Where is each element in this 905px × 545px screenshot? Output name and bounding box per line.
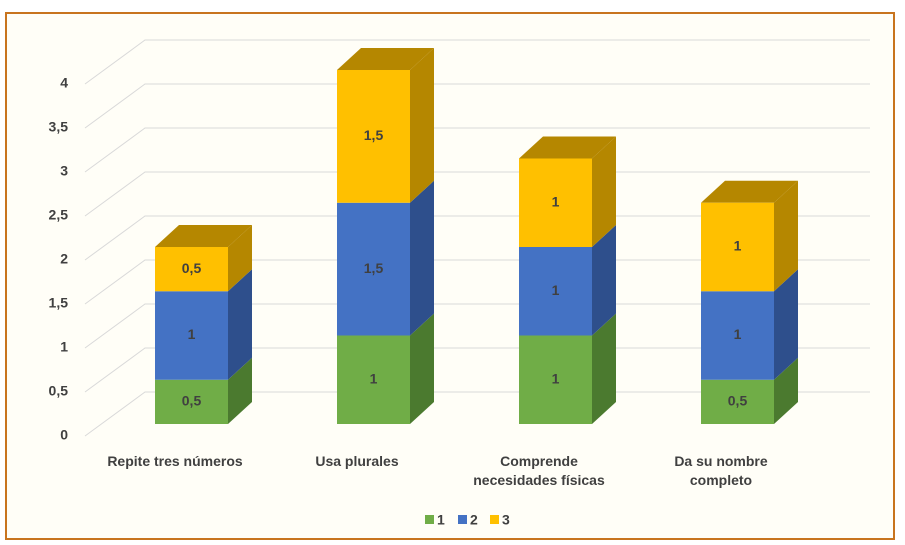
- data-label: 1: [552, 282, 560, 298]
- bar-side: [592, 225, 616, 336]
- bar: [701, 291, 774, 380]
- bar: [337, 335, 410, 424]
- bar-top: [701, 180, 798, 203]
- bar-side: [774, 180, 798, 292]
- y-tick-label: 0,5: [49, 383, 69, 399]
- bar-side: [228, 357, 252, 424]
- legend-swatch: [425, 515, 434, 524]
- grid-line: [84, 347, 870, 393]
- bar: [155, 291, 228, 380]
- bar: [701, 379, 774, 424]
- legend-swatch: [458, 515, 467, 524]
- legend-swatch: [490, 515, 499, 524]
- bar-side: [410, 48, 434, 203]
- grid-line: [84, 259, 870, 305]
- legend-label: 2: [470, 512, 478, 528]
- y-tick-label: 2: [60, 251, 68, 267]
- bar-top: [337, 48, 434, 70]
- bar-side: [774, 357, 798, 424]
- grid-line: [84, 127, 870, 173]
- grid-line: [84, 39, 870, 85]
- data-label: 0,5: [182, 393, 202, 409]
- legend-label: 1: [437, 512, 445, 528]
- bar: [519, 247, 592, 336]
- data-label: 1: [552, 193, 560, 209]
- data-label: 1: [734, 238, 742, 254]
- data-label: 0,5: [728, 393, 748, 409]
- data-label: 1,5: [364, 127, 384, 143]
- data-label: 1: [188, 326, 196, 342]
- data-label: 1: [552, 370, 560, 386]
- x-tick-label: Comprende necesidades físicas: [473, 453, 605, 488]
- bar: [519, 158, 592, 247]
- data-label: 0,5: [182, 260, 202, 276]
- bar: [701, 202, 774, 292]
- bar: [155, 247, 228, 292]
- y-tick-label: 4: [60, 75, 68, 91]
- bar: [337, 70, 410, 203]
- bar-side: [228, 269, 252, 380]
- bar-side: [592, 136, 616, 247]
- legend-label: 3: [502, 512, 510, 528]
- y-tick-label: 0: [60, 427, 68, 443]
- x-tick-label: Usa plurales: [315, 453, 399, 469]
- bar-side: [228, 225, 252, 292]
- bar-side: [774, 269, 798, 380]
- bar-top: [519, 136, 616, 159]
- grid-line: [84, 215, 870, 261]
- grid-line: [84, 391, 870, 437]
- bar-side: [592, 313, 616, 424]
- bar-side: [410, 180, 434, 336]
- data-label: 1: [370, 370, 378, 386]
- grid-line: [84, 303, 870, 349]
- data-label: 1,5: [364, 260, 384, 276]
- y-tick-label: 1: [60, 339, 68, 355]
- data-label: 1: [734, 326, 742, 342]
- x-tick-label: Repite tres números: [107, 453, 243, 469]
- bar: [337, 202, 410, 336]
- bar: [519, 335, 592, 424]
- x-tick-label: Da su nombre completo: [674, 453, 768, 488]
- bar: [155, 379, 228, 424]
- y-tick-label: 2,5: [49, 207, 69, 223]
- grid-line: [84, 171, 870, 217]
- bar-top: [155, 225, 252, 247]
- bar-side: [410, 313, 434, 424]
- grid-line: [84, 83, 870, 129]
- y-tick-label: 3,5: [49, 119, 69, 135]
- y-tick-label: 1,5: [49, 295, 69, 311]
- y-tick-label: 3: [60, 163, 68, 179]
